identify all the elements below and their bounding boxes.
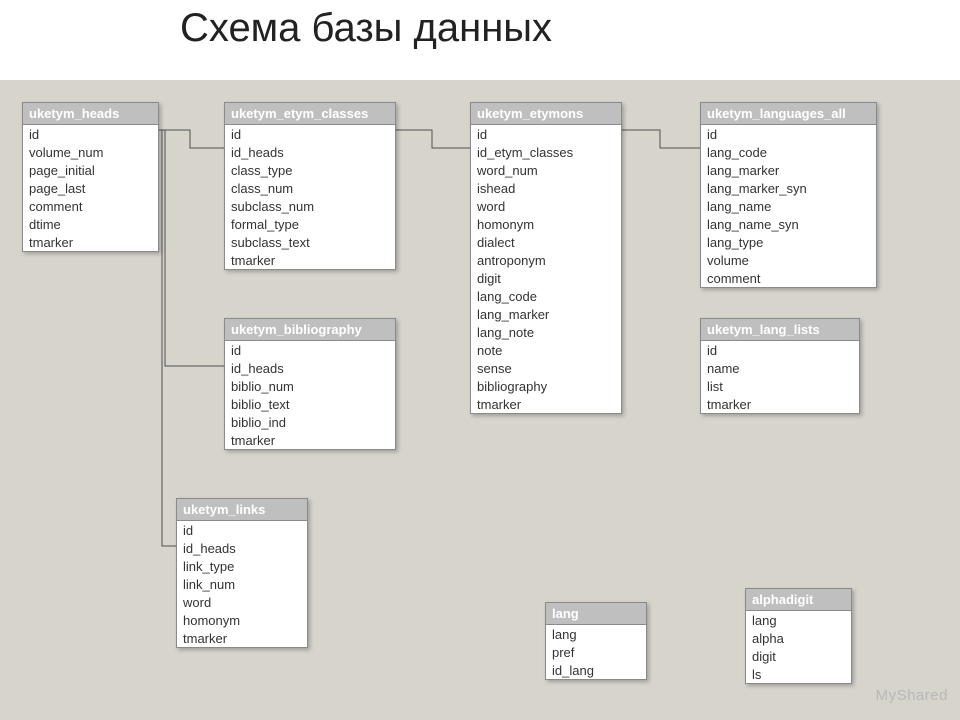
table-field[interactable]: lang_marker: [471, 305, 621, 323]
table-field[interactable]: list: [701, 377, 859, 395]
table-field[interactable]: id: [225, 341, 395, 359]
table-field[interactable]: id_heads: [225, 143, 395, 161]
table-field[interactable]: digit: [746, 647, 851, 665]
table-field[interactable]: lang_marker: [701, 161, 876, 179]
table-field[interactable]: id_lang: [546, 661, 646, 679]
table-etym_classes[interactable]: uketym_etym_classesidid_headsclass_typec…: [224, 102, 396, 270]
table-field[interactable]: page_initial: [23, 161, 158, 179]
table-field[interactable]: dtime: [23, 215, 158, 233]
relation-edge: [157, 130, 224, 366]
table-field[interactable]: lang_marker_syn: [701, 179, 876, 197]
table-field[interactable]: lang: [746, 611, 851, 629]
table-field[interactable]: id: [471, 125, 621, 143]
table-field[interactable]: lang_name_syn: [701, 215, 876, 233]
table-field[interactable]: ls: [746, 665, 851, 683]
table-field[interactable]: link_num: [177, 575, 307, 593]
table-field[interactable]: ishead: [471, 179, 621, 197]
table-field[interactable]: id_etym_classes: [471, 143, 621, 161]
table-field[interactable]: alpha: [746, 629, 851, 647]
watermark-text: MyShared: [876, 687, 948, 704]
table-field[interactable]: link_type: [177, 557, 307, 575]
table-field[interactable]: id_heads: [225, 359, 395, 377]
table-field[interactable]: antroponym: [471, 251, 621, 269]
table-links[interactable]: uketym_linksidid_headslink_typelink_numw…: [176, 498, 308, 648]
table-field[interactable]: id: [701, 341, 859, 359]
table-field[interactable]: biblio_ind: [225, 413, 395, 431]
table-field[interactable]: bibliography: [471, 377, 621, 395]
table-header[interactable]: alphadigit: [746, 589, 851, 611]
table-field[interactable]: lang: [546, 625, 646, 643]
table-field[interactable]: tmarker: [225, 251, 395, 269]
table-lang[interactable]: langlangprefid_lang: [545, 602, 647, 680]
table-field[interactable]: comment: [701, 269, 876, 287]
table-field[interactable]: tmarker: [23, 233, 158, 251]
table-field[interactable]: name: [701, 359, 859, 377]
table-field[interactable]: digit: [471, 269, 621, 287]
table-field[interactable]: id_heads: [177, 539, 307, 557]
table-field[interactable]: id: [177, 521, 307, 539]
table-header[interactable]: uketym_links: [177, 499, 307, 521]
table-field[interactable]: subclass_text: [225, 233, 395, 251]
table-field[interactable]: homonym: [471, 215, 621, 233]
table-field[interactable]: biblio_text: [225, 395, 395, 413]
table-field[interactable]: pref: [546, 643, 646, 661]
table-etymons[interactable]: uketym_etymonsidid_etym_classesword_numi…: [470, 102, 622, 414]
page-title: Схема базы данных: [180, 6, 552, 51]
table-header[interactable]: uketym_bibliography: [225, 319, 395, 341]
table-field[interactable]: lang_code: [701, 143, 876, 161]
table-field[interactable]: volume_num: [23, 143, 158, 161]
table-field[interactable]: page_last: [23, 179, 158, 197]
table-field[interactable]: volume: [701, 251, 876, 269]
relation-edge: [157, 130, 176, 546]
relation-edge: [620, 130, 700, 148]
table-lang_lists[interactable]: uketym_lang_listsidnamelisttmarker: [700, 318, 860, 414]
table-field[interactable]: tmarker: [471, 395, 621, 413]
table-field[interactable]: biblio_num: [225, 377, 395, 395]
table-field[interactable]: id: [701, 125, 876, 143]
table-header[interactable]: uketym_heads: [23, 103, 158, 125]
table-field[interactable]: lang_name: [701, 197, 876, 215]
table-field[interactable]: lang_code: [471, 287, 621, 305]
table-field[interactable]: lang_type: [701, 233, 876, 251]
schema-canvas: uketym_headsidvolume_numpage_initialpage…: [0, 80, 960, 720]
table-field[interactable]: id: [23, 125, 158, 143]
table-bibliography[interactable]: uketym_bibliographyidid_headsbiblio_numb…: [224, 318, 396, 450]
table-field[interactable]: tmarker: [701, 395, 859, 413]
table-field[interactable]: formal_type: [225, 215, 395, 233]
table-field[interactable]: homonym: [177, 611, 307, 629]
table-field[interactable]: sense: [471, 359, 621, 377]
relation-edge: [394, 130, 470, 148]
table-field[interactable]: word: [471, 197, 621, 215]
table-field[interactable]: tmarker: [177, 629, 307, 647]
table-field[interactable]: subclass_num: [225, 197, 395, 215]
table-field[interactable]: id: [225, 125, 395, 143]
table-header[interactable]: lang: [546, 603, 646, 625]
table-field[interactable]: dialect: [471, 233, 621, 251]
relation-edge: [157, 130, 224, 148]
table-languages_all[interactable]: uketym_languages_allidlang_codelang_mark…: [700, 102, 877, 288]
table-heads[interactable]: uketym_headsidvolume_numpage_initialpage…: [22, 102, 159, 252]
table-field[interactable]: comment: [23, 197, 158, 215]
table-field[interactable]: word_num: [471, 161, 621, 179]
table-field[interactable]: tmarker: [225, 431, 395, 449]
table-header[interactable]: uketym_lang_lists: [701, 319, 859, 341]
table-field[interactable]: class_num: [225, 179, 395, 197]
table-field[interactable]: note: [471, 341, 621, 359]
table-field[interactable]: class_type: [225, 161, 395, 179]
table-header[interactable]: uketym_etym_classes: [225, 103, 395, 125]
table-header[interactable]: uketym_languages_all: [701, 103, 876, 125]
table-field[interactable]: word: [177, 593, 307, 611]
table-alphadigit[interactable]: alphadigitlangalphadigitls: [745, 588, 852, 684]
table-field[interactable]: lang_note: [471, 323, 621, 341]
table-header[interactable]: uketym_etymons: [471, 103, 621, 125]
